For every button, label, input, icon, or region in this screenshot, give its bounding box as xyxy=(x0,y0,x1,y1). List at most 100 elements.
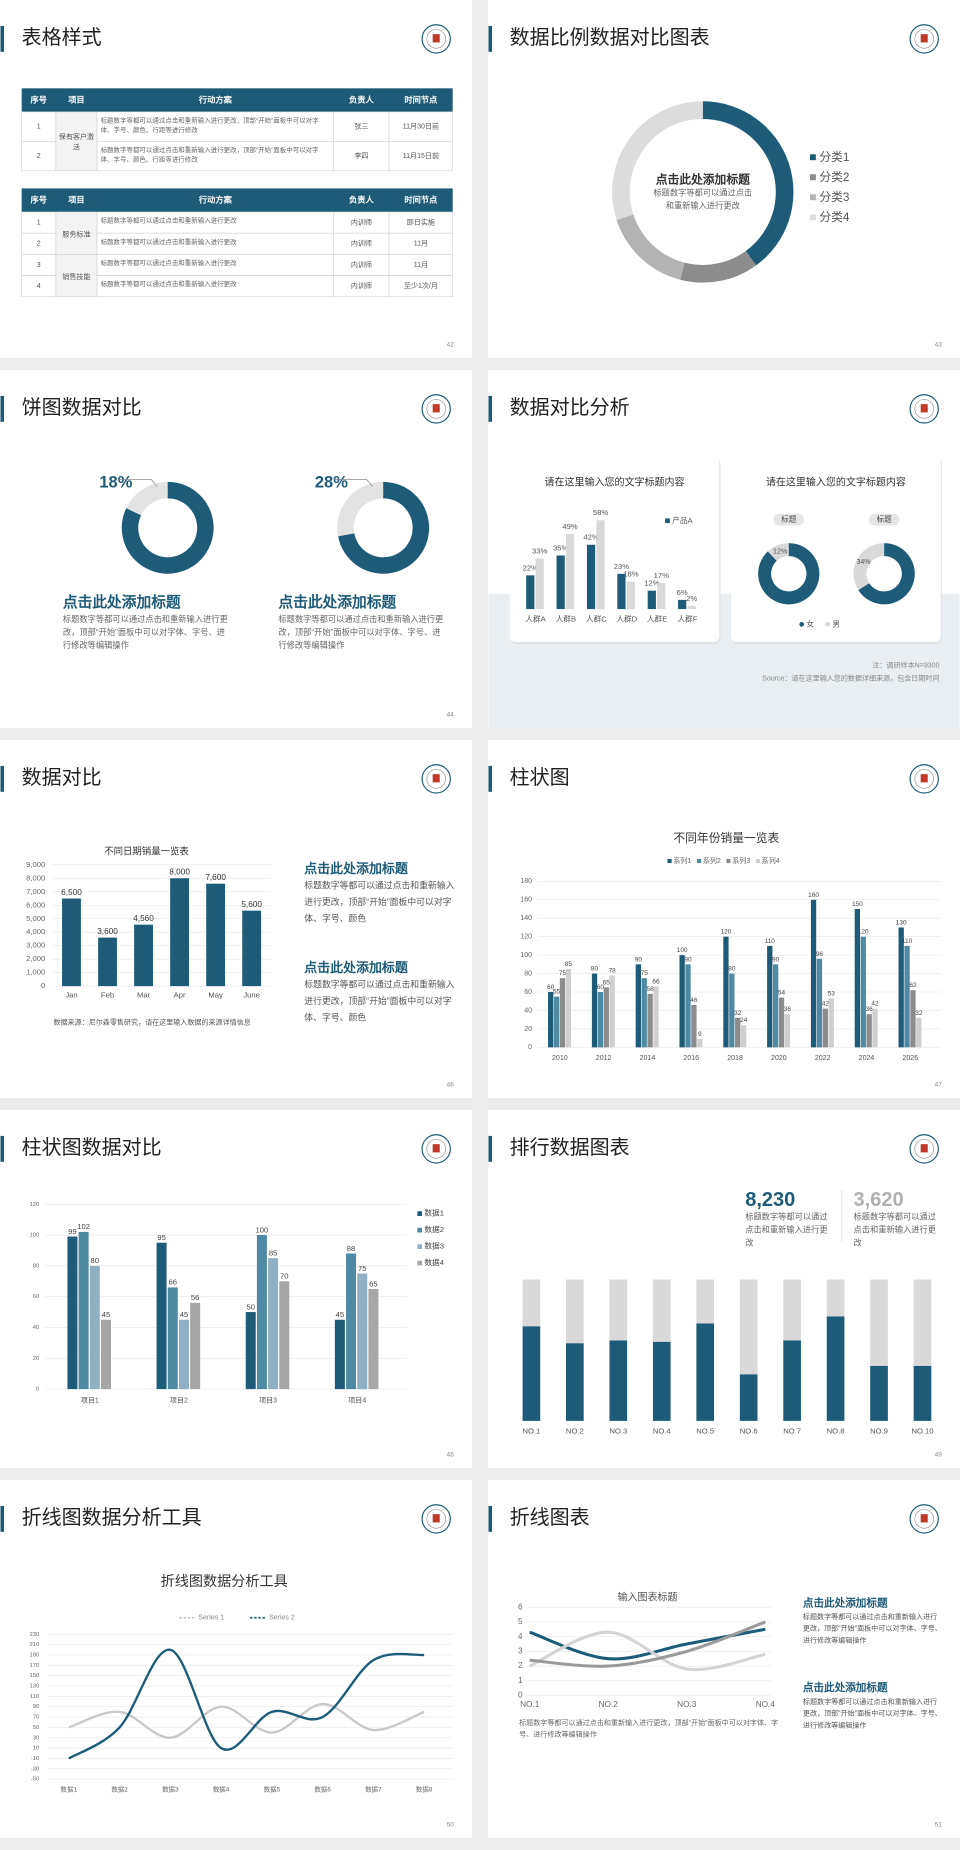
x-tick-label: 数据7 xyxy=(365,1784,382,1793)
x-tick-label: 2026 xyxy=(902,1055,918,1062)
value-label: 90 xyxy=(772,956,780,963)
table-cell xyxy=(333,111,390,142)
bar-segment xyxy=(783,1279,801,1341)
table-header xyxy=(21,188,453,212)
block-heading: 点击此处添加标题 xyxy=(304,960,408,975)
y-tick-label: 3 xyxy=(518,1647,523,1656)
x-tick-label: 数据3 xyxy=(162,1784,179,1793)
table-header-cell: 项目 xyxy=(68,195,84,204)
bar xyxy=(697,1039,703,1048)
y-tick-label: 0 xyxy=(528,1044,532,1051)
value-label: 130 xyxy=(896,919,907,926)
legend-swatch xyxy=(799,622,805,627)
bar xyxy=(268,1258,279,1390)
y-tick-label: 210 xyxy=(30,1642,41,1648)
page-number: 44 xyxy=(447,712,455,719)
logo-mark xyxy=(432,1514,440,1523)
donut-rest xyxy=(121,481,214,574)
value-label: 45 xyxy=(180,1310,189,1319)
value-label: 12% xyxy=(644,579,659,588)
chart-title: 输入图表标题 xyxy=(617,1590,677,1603)
value-label: 85 xyxy=(565,961,573,968)
value-label: 66 xyxy=(169,1278,178,1287)
slide: 折线图数据分析工具 50 折线图数据分析工具 Series 1 Series 2 -50 -… xyxy=(0,1480,472,1838)
title-bar xyxy=(0,25,5,52)
x-tick-label: Mar xyxy=(137,991,151,1000)
bar xyxy=(100,1319,111,1390)
slide-title: 排行数据图表 xyxy=(510,1136,630,1159)
bar xyxy=(729,973,735,1048)
title-bar xyxy=(488,1505,493,1532)
bar xyxy=(242,910,262,987)
y-tick-label: 4 xyxy=(518,1632,523,1641)
y-tick-label: 20 xyxy=(33,1356,40,1362)
x-tick-label: NO.9 xyxy=(870,1427,888,1436)
logo-mark xyxy=(432,1144,440,1153)
bar xyxy=(687,605,696,610)
value-label: 8,000 xyxy=(169,868,190,877)
pie-text-box: 标题数字等都可以通过点击和重新输入进行更改，顶部“开始”面板中可以对字体、字号、… xyxy=(278,616,444,651)
bar-segment xyxy=(522,1326,541,1421)
x-tick-label: 2024 xyxy=(859,1055,875,1062)
line xyxy=(68,1702,425,1739)
bar xyxy=(854,908,861,1048)
legend-label: 数据2 xyxy=(424,1224,444,1234)
block-text: 标题数字等都可以通过点击和重新输入进行更改，顶部“开始”面板中可以对字体、字号、… xyxy=(304,979,455,1023)
pie-heading: 点击此处添加标题 xyxy=(278,593,396,611)
bar xyxy=(256,1235,267,1390)
y-tick-label: 60 xyxy=(524,989,532,996)
logo-mark xyxy=(920,1514,928,1523)
table-cell xyxy=(21,275,57,298)
bar-segment xyxy=(652,1279,671,1342)
card-title: 请在这里输入您的文字标题内容 xyxy=(766,476,906,489)
x-tick-label: NO.3 xyxy=(677,1700,697,1709)
table-action: 标题数字等都可以通过点击和重新输入进行更改 xyxy=(100,281,237,290)
bar-segment xyxy=(652,1341,671,1421)
bar xyxy=(778,997,785,1048)
table-header-cell: 负责人 xyxy=(349,194,374,204)
table-merged-cell xyxy=(55,211,98,255)
value-label: 150 xyxy=(852,901,863,908)
donut-segment xyxy=(126,481,168,516)
logo-mark xyxy=(432,404,440,413)
bar-segment xyxy=(696,1279,715,1324)
y-tick-label: 7,000 xyxy=(26,887,45,896)
bar xyxy=(170,878,190,987)
stat-text: 标题数字等都可以通过点击和重新输入进行更改 xyxy=(853,1213,936,1249)
donut-segment xyxy=(853,543,885,591)
bar xyxy=(67,1236,78,1390)
table-cell xyxy=(388,275,453,298)
bar-segment xyxy=(870,1365,888,1421)
pie-text: 标题数字等都可以通过点击和重新输入进行更改，顶部“开始”面板中可以对字体、字号、… xyxy=(278,616,444,651)
bar xyxy=(89,1265,100,1390)
table-action: 标题数字等都可以通过点击和重新输入进行更改 xyxy=(100,239,237,247)
bar xyxy=(526,575,535,610)
bar xyxy=(735,1017,741,1048)
value-label: 9 xyxy=(698,1031,702,1038)
x-tick-label: NO.4 xyxy=(653,1427,672,1436)
title-bar xyxy=(488,765,493,792)
bar xyxy=(866,1014,872,1048)
value-label: 6% xyxy=(677,588,688,597)
y-tick-label: 0 xyxy=(36,1387,40,1393)
y-tick-label: -50 xyxy=(31,1777,40,1783)
donut-subtitle: 标题数字等都可以通过点击和重新输入进行更改 xyxy=(653,189,753,211)
table-action-box: 标题数字等都可以通过点击和重新输入进行更改 xyxy=(101,218,237,225)
table-item-box: 销售技能 xyxy=(62,274,90,281)
y-tick-label: 120 xyxy=(520,934,532,941)
bar-segment xyxy=(566,1343,584,1421)
legend-swatch xyxy=(417,1211,423,1216)
x-tick-label: 数据1 xyxy=(61,1784,78,1793)
table-cell xyxy=(96,141,335,172)
y-tick-label: 180 xyxy=(520,878,532,885)
y-tick-label: 4,000 xyxy=(26,927,45,936)
value-label: 42 xyxy=(822,1001,830,1008)
table-header-cell: 项目 xyxy=(68,95,84,104)
chart-title: 不同日期销量一览表 xyxy=(104,845,189,856)
bar xyxy=(679,955,685,1048)
table-action: 标题数字等都可以通过点击和重新输入进行更改，顶部“开始”面板中可以对字体、字号、… xyxy=(100,147,319,164)
slide: 折线图表 51 输入图表标题 0 1 2 3 4 5 6 NO.1 NO.2 NO.3 NO.4 标题数字等… xyxy=(488,1480,960,1838)
slide: 柱状图数据对比 48 数据1 数据2 数据3 数据4 0 20 40 60 80 100 120 项目1 9… xyxy=(0,1110,472,1468)
